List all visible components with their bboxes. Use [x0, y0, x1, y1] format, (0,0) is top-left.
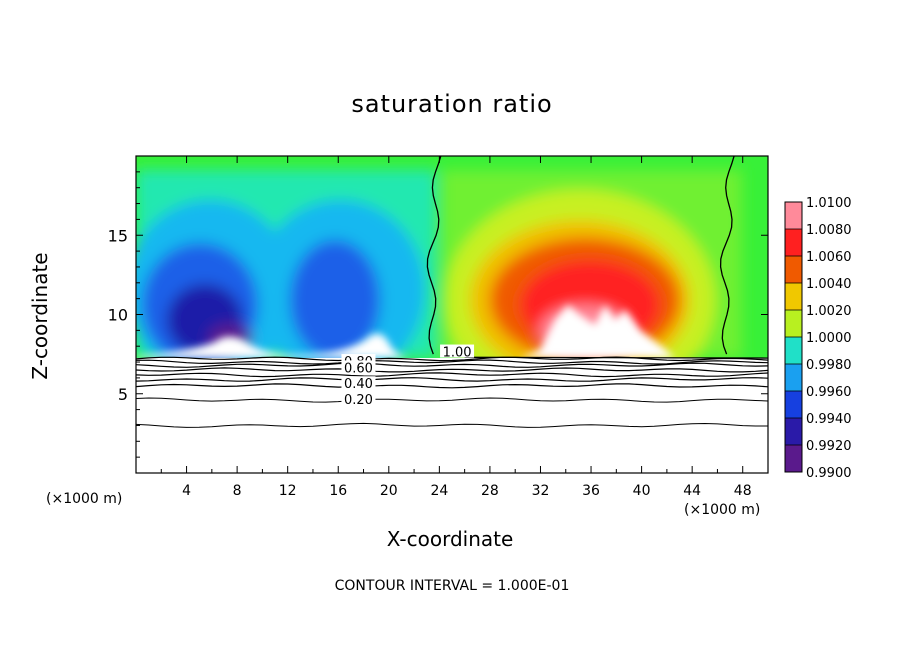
y-tick-label-5: 5	[118, 385, 128, 404]
colorbar-cell-0	[785, 202, 802, 230]
x-tick-label-4: 4	[182, 483, 191, 499]
contour-label-bg	[341, 360, 376, 374]
colorbar-label-0.9960: 0.9960	[806, 385, 852, 400]
x-tick-label-12: 12	[279, 483, 297, 499]
colorbar-cell-5	[785, 337, 802, 365]
x-unit-left: (×1000 m)	[46, 491, 123, 507]
contour-line-7.2	[135, 356, 769, 362]
colorbar-label-0.9920: 0.9920	[806, 439, 852, 454]
plot-area: 1.000.800.600.400.20	[135, 155, 769, 474]
colorbar-cell-9	[785, 445, 802, 473]
colorbar: 0.9900 0.9920 0.9940 0.9960 0.9980 1.0000 1.00…	[784, 196, 852, 481]
x-axis-label: X-coordinate	[386, 527, 514, 551]
colorbar-label-1.0000: 1.0000	[806, 331, 852, 346]
colorbar-cell-3	[785, 283, 802, 311]
colorbar-cell-2	[785, 256, 802, 284]
colorbar-label-0.9980: 0.9980	[806, 358, 852, 373]
x-axis: 4 8 12 16 20 24 28 32 36 40 44 48	[160, 156, 752, 499]
x-tick-label-48: 48	[734, 483, 752, 499]
contour-line-6.8	[135, 362, 769, 368]
x-tick-label-8: 8	[233, 483, 242, 499]
colorbar-label-1.0060: 1.0060	[806, 250, 852, 265]
colorbar-label-0.9900: 0.9900	[806, 466, 852, 481]
field-0994-b	[290, 240, 380, 358]
y-axis: 5 10 15	[108, 171, 768, 458]
contour-interval-note: CONTOUR INTERVAL = 1.000E-01	[334, 578, 570, 594]
boundary-line-left	[426, 155, 442, 355]
colorbar-label-1.0020: 1.0020	[806, 304, 852, 319]
contour-line-6.2	[135, 372, 769, 378]
contour-label-0.60: 0.60	[344, 361, 373, 376]
x-tick-label-24: 24	[430, 483, 448, 499]
x-tick-label-16: 16	[329, 483, 347, 499]
chart-title: saturation ratio	[351, 90, 553, 118]
field-low-peaks-right	[520, 305, 675, 358]
contour-line-5.5	[135, 383, 769, 389]
colorbar-label-1.0100: 1.0100	[806, 196, 852, 211]
contour-label-1.00: 1.00	[443, 346, 472, 361]
contour-label-bg	[440, 344, 475, 358]
colorbar-label-0.9940: 0.9940	[806, 412, 852, 427]
boundary-line-right	[719, 155, 735, 355]
x-tick-label-28: 28	[481, 483, 499, 499]
boundary-line-surface	[464, 356, 769, 359]
saturation-boundary-lines	[426, 155, 769, 359]
contour-line-5.9	[135, 377, 769, 382]
colorbar-label-1.0080: 1.0080	[806, 223, 852, 238]
contour-line-4.6	[135, 397, 769, 403]
contour-label-bg	[341, 392, 376, 406]
saturation-field	[136, 156, 768, 358]
colorbar-cell-8	[785, 418, 802, 446]
colorbar-cell-1	[785, 229, 802, 257]
x-tick-label-20: 20	[380, 483, 398, 499]
colorbar-cell-4	[785, 310, 802, 338]
field-low-peaks-left	[136, 333, 410, 358]
contour-line-3	[135, 422, 768, 428]
colorbar-label-1.0040: 1.0040	[806, 277, 852, 292]
contour-label-0.40: 0.40	[344, 377, 373, 392]
x-tick-label-40: 40	[633, 483, 651, 499]
x-tick-label-36: 36	[582, 483, 600, 499]
colorbar-cell-6	[785, 364, 802, 392]
contour-lines	[135, 356, 769, 428]
colorbar-cell-7	[785, 391, 802, 419]
contour-labels: 1.000.800.600.400.20	[341, 344, 475, 408]
x-tick-label-44: 44	[683, 483, 701, 499]
contour-line-6.5	[135, 367, 769, 373]
contour-label-0.20: 0.20	[344, 393, 373, 408]
contour-label-bg	[341, 376, 376, 390]
y-tick-label-10: 10	[108, 306, 128, 325]
y-tick-label-15: 15	[108, 226, 128, 245]
x-tick-label-32: 32	[532, 483, 550, 499]
x-unit-right: (×1000 m)	[684, 502, 761, 518]
contour-line-7	[135, 359, 769, 365]
